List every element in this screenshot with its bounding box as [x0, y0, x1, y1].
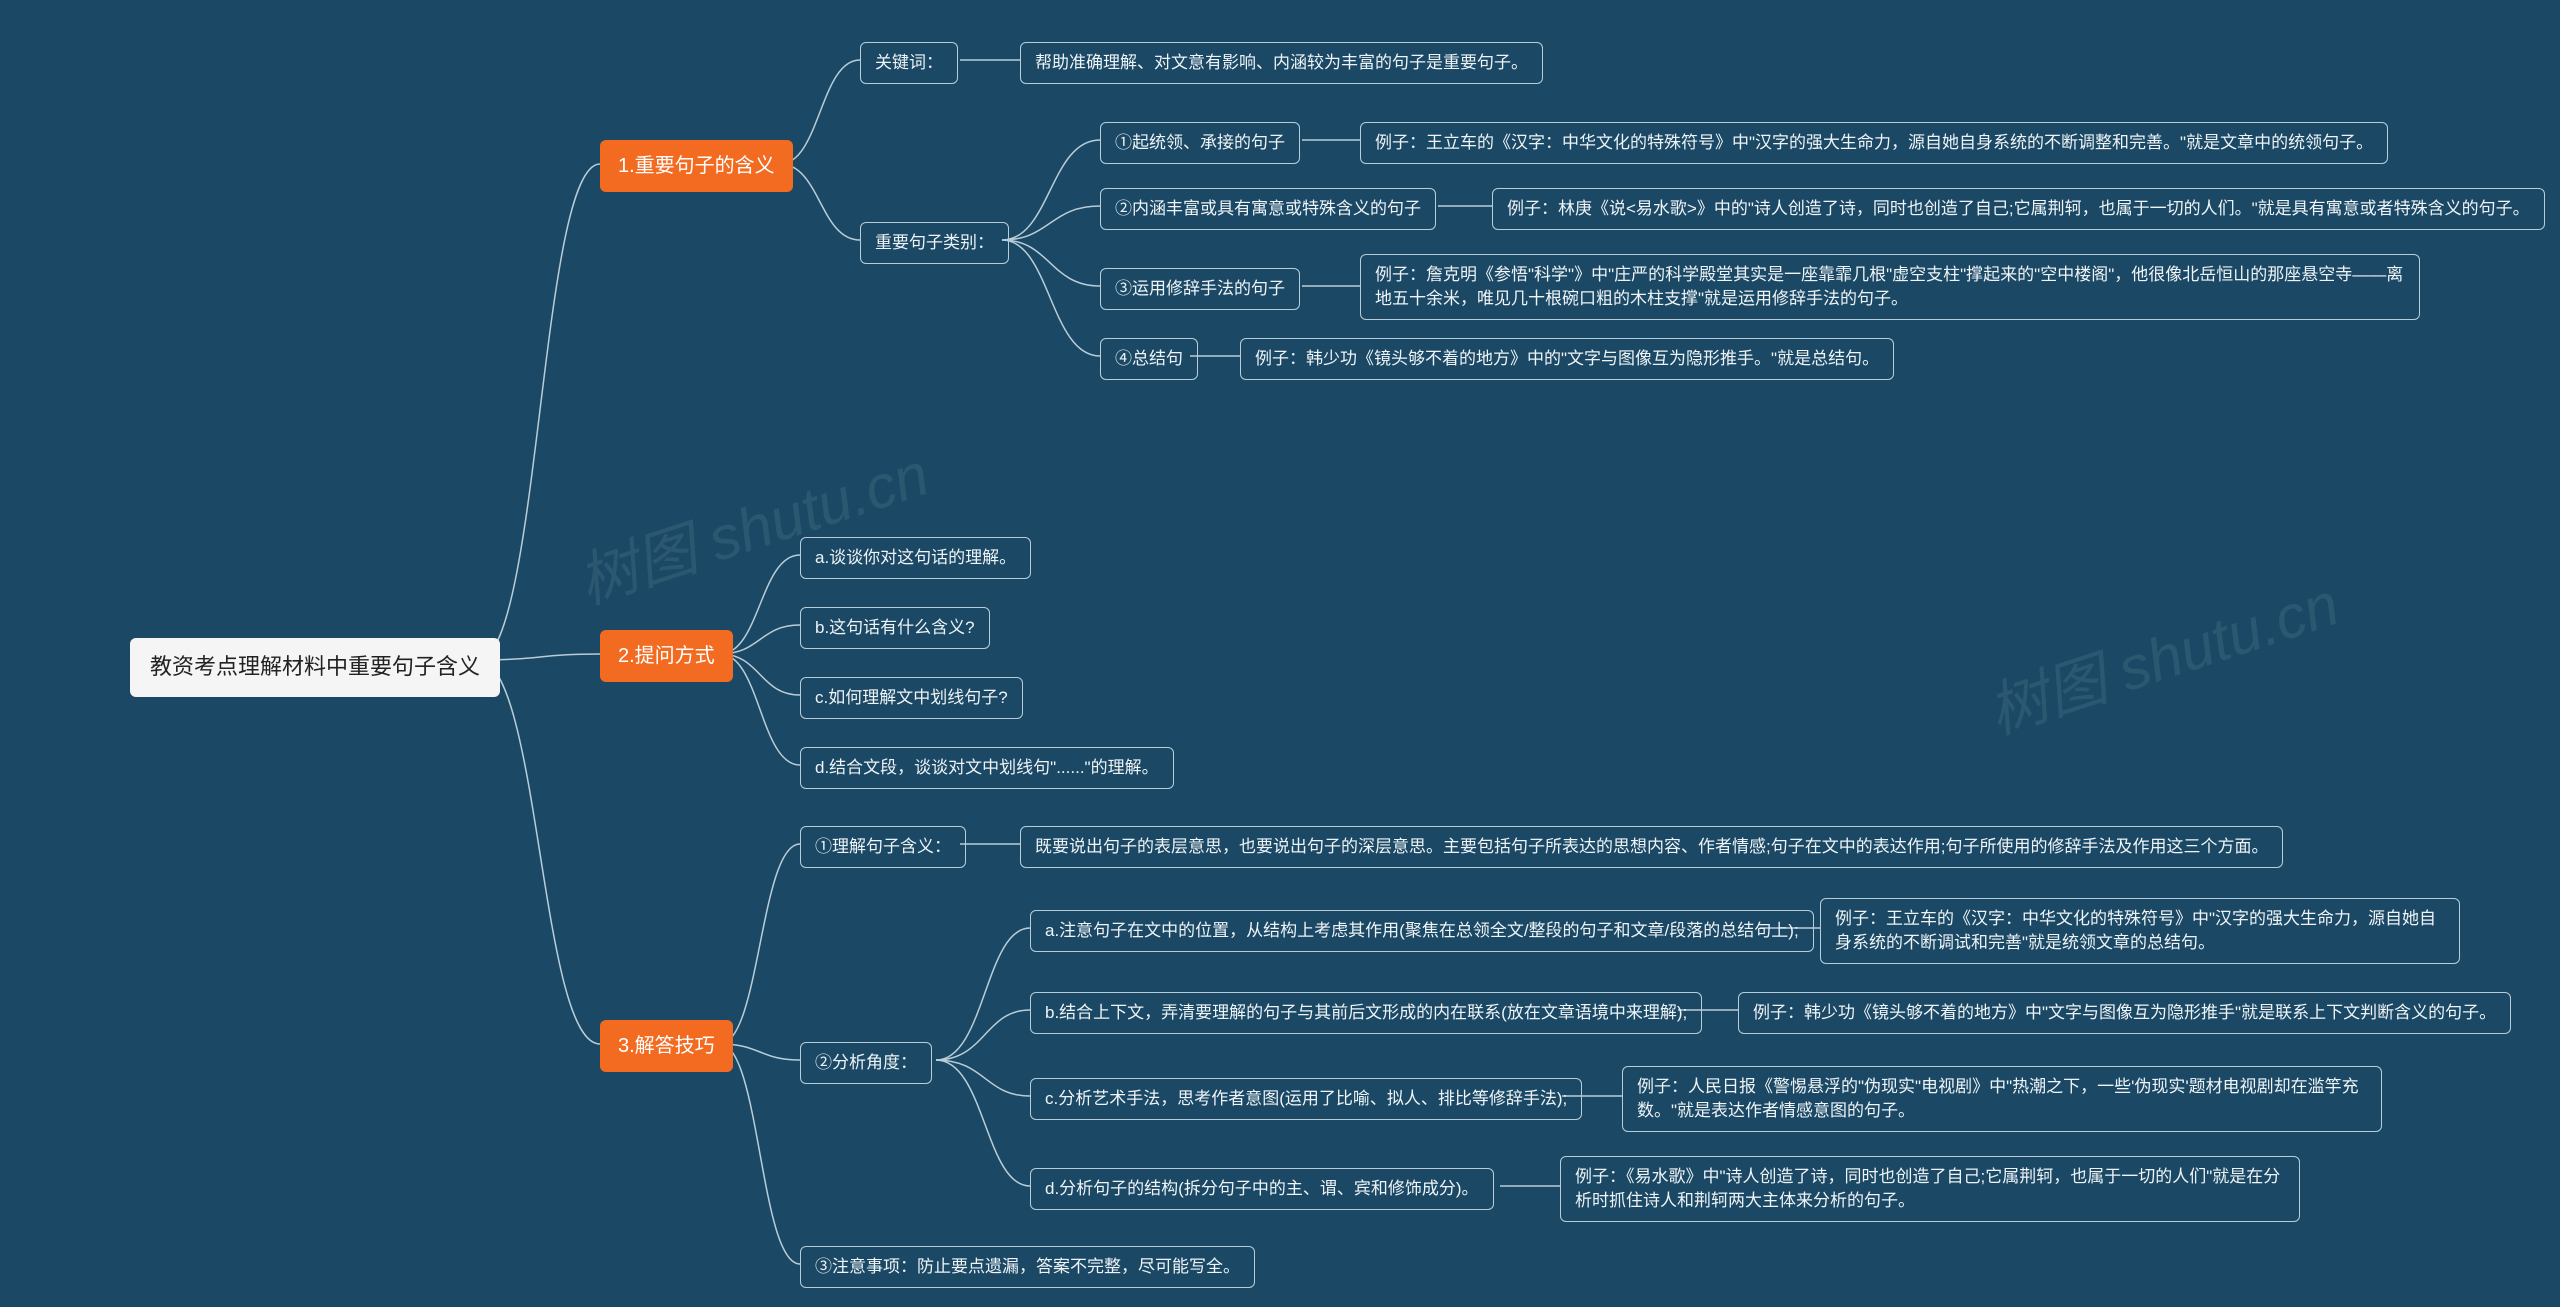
b1-t3-ex-text: 例子：詹克明《参悟"科学"》中"庄严的科学殿堂其实是一座靠霏几根"虚空支柱"撑起… [1375, 263, 2405, 311]
b2-d: d.结合文段，谈谈对文中划线句"......"的理解。 [800, 747, 1174, 789]
watermark: 树图 shutu.cn [565, 426, 938, 621]
b3-n2-a-text: a.注意句子在文中的位置，从结构上考虑其作用(聚焦在总领全文/整段的句子和文章/… [1045, 919, 1799, 943]
b3-n2-label: ②分析角度： [815, 1051, 917, 1075]
b1-t3-ex: 例子：詹克明《参悟"科学"》中"庄严的科学殿堂其实是一座靠霏几根"虚空支柱"撑起… [1360, 254, 2420, 320]
b2-a-text: a.谈谈你对这句话的理解。 [815, 546, 1016, 570]
b3-n2-c-ex-text: 例子：人民日报《警惕悬浮的"伪现实"电视剧》中"热潮之下，一些'伪现实'题材电视… [1637, 1075, 2367, 1123]
b2-a: a.谈谈你对这句话的理解。 [800, 537, 1031, 579]
b1-types-label: 重要句子类别： [875, 231, 994, 255]
b1-t1-ex-text: 例子：王立车的《汉字：中华文化的特殊符号》中"汉字的强大生命力，源自她自身系统的… [1375, 131, 2373, 155]
b1-keyword-label: 关键词： [875, 51, 943, 75]
b3-n2-d-ex-text: 例子：《易水歌》中"诗人创造了诗，同时也创造了自己;它属荆轲，也属于一切的人们"… [1575, 1165, 2285, 1213]
root-label: 教资考点理解材料中重要句子含义 [150, 652, 480, 683]
b3-n2-d-text: d.分析句子的结构(拆分句子中的主、谓、宾和修饰成分)。 [1045, 1177, 1479, 1201]
b3-n3: ③注意事项：防止要点遗漏，答案不完整，尽可能写全。 [800, 1246, 1255, 1288]
b1-t4-label: ④总结句 [1115, 347, 1183, 371]
branch-3: 3.解答技巧 [600, 1020, 733, 1072]
b3-n2-c-ex: 例子：人民日报《警惕悬浮的"伪现实"电视剧》中"热潮之下，一些'伪现实'题材电视… [1622, 1066, 2382, 1132]
b2-b: b.这句话有什么含义? [800, 607, 990, 649]
b1-t4: ④总结句 [1100, 338, 1198, 380]
b3-n1: ①理解句子含义： [800, 826, 966, 868]
b2-c-text: c.如何理解文中划线句子? [815, 686, 1008, 710]
b1-t1: ①起统领、承接的句子 [1100, 122, 1300, 164]
root-node: 教资考点理解材料中重要句子含义 [130, 638, 500, 697]
b1-t2-ex-text: 例子：林庚《说<易水歌>》中的"诗人创造了诗，同时也创造了自己;它属荆轲，也属于… [1507, 197, 2530, 221]
b1-keyword-desc: 帮助准确理解、对文意有影响、内涵较为丰富的句子是重要句子。 [1020, 42, 1543, 84]
b3-n2: ②分析角度： [800, 1042, 932, 1084]
b3-n2-b-text: b.结合上下文，弄清要理解的句子与其前后文形成的内在联系(放在文章语境中来理解)… [1045, 1001, 1687, 1025]
branch-1: 1.重要句子的含义 [600, 140, 793, 192]
b1-t4-ex-text: 例子：韩少功《镜头够不着的地方》中的"文字与图像互为隐形推手。"就是总结句。 [1255, 347, 1879, 371]
branch-3-label: 3.解答技巧 [618, 1032, 715, 1060]
b3-n2-d-ex: 例子：《易水歌》中"诗人创造了诗，同时也创造了自己;它属荆轲，也属于一切的人们"… [1560, 1156, 2300, 1222]
b1-t2-label: ②内涵丰富或具有寓意或特殊含义的句子 [1115, 197, 1421, 221]
b2-b-text: b.这句话有什么含义? [815, 616, 975, 640]
branch-2-label: 2.提问方式 [618, 642, 715, 670]
b3-n2-b-ex: 例子：韩少功《镜头够不着的地方》中"文字与图像互为隐形推手"就是联系上下文判断含… [1738, 992, 2511, 1034]
branch-1-label: 1.重要句子的含义 [618, 152, 775, 180]
b3-n2-c: c.分析艺术手法，思考作者意图(运用了比喻、拟人、排比等修辞手法); [1030, 1078, 1582, 1120]
b3-n2-b: b.结合上下文，弄清要理解的句子与其前后文形成的内在联系(放在文章语境中来理解)… [1030, 992, 1702, 1034]
b1-t3-label: ③运用修辞手法的句子 [1115, 277, 1285, 301]
b3-n1-label: ①理解句子含义： [815, 835, 951, 859]
b1-t1-label: ①起统领、承接的句子 [1115, 131, 1285, 155]
b1-t3: ③运用修辞手法的句子 [1100, 268, 1300, 310]
b1-types: 重要句子类别： [860, 222, 1009, 264]
watermark: 树图 shutu.cn [1975, 556, 2348, 751]
b1-keyword-desc-text: 帮助准确理解、对文意有影响、内涵较为丰富的句子是重要句子。 [1035, 51, 1528, 75]
b2-c: c.如何理解文中划线句子? [800, 677, 1023, 719]
b3-n3-text: ③注意事项：防止要点遗漏，答案不完整，尽可能写全。 [815, 1255, 1240, 1279]
b1-t4-ex: 例子：韩少功《镜头够不着的地方》中的"文字与图像互为隐形推手。"就是总结句。 [1240, 338, 1894, 380]
b3-n2-c-text: c.分析艺术手法，思考作者意图(运用了比喻、拟人、排比等修辞手法); [1045, 1087, 1567, 1111]
b2-d-text: d.结合文段，谈谈对文中划线句"......"的理解。 [815, 756, 1159, 780]
b1-t1-ex: 例子：王立车的《汉字：中华文化的特殊符号》中"汉字的强大生命力，源自她自身系统的… [1360, 122, 2388, 164]
b3-n2-a-ex-text: 例子：王立车的《汉字：中华文化的特殊符号》中"汉字的强大生命力，源自她自身系统的… [1835, 907, 2445, 955]
b1-keyword: 关键词： [860, 42, 958, 84]
b1-t2: ②内涵丰富或具有寓意或特殊含义的句子 [1100, 188, 1436, 230]
b3-n2-a: a.注意句子在文中的位置，从结构上考虑其作用(聚焦在总领全文/整段的句子和文章/… [1030, 910, 1814, 952]
b3-n2-a-ex: 例子：王立车的《汉字：中华文化的特殊符号》中"汉字的强大生命力，源自她自身系统的… [1820, 898, 2460, 964]
b3-n2-d: d.分析句子的结构(拆分句子中的主、谓、宾和修饰成分)。 [1030, 1168, 1494, 1210]
b3-n1-desc: 既要说出句子的表层意思，也要说出句子的深层意思。主要包括句子所表达的思想内容、作… [1020, 826, 2283, 868]
branch-2: 2.提问方式 [600, 630, 733, 682]
b3-n1-desc-text: 既要说出句子的表层意思，也要说出句子的深层意思。主要包括句子所表达的思想内容、作… [1035, 835, 2268, 859]
b3-n2-b-ex-text: 例子：韩少功《镜头够不着的地方》中"文字与图像互为隐形推手"就是联系上下文判断含… [1753, 1001, 2496, 1025]
b1-t2-ex: 例子：林庚《说<易水歌>》中的"诗人创造了诗，同时也创造了自己;它属荆轲，也属于… [1492, 188, 2545, 230]
